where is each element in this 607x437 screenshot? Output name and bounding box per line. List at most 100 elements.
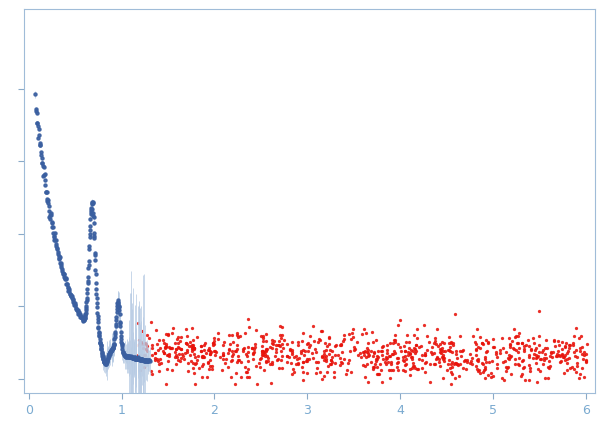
Point — [259, 334, 268, 341]
Point — [150, 350, 160, 357]
Point — [312, 364, 322, 371]
Point — [330, 351, 339, 358]
Point — [408, 348, 418, 355]
Point — [315, 368, 325, 375]
Point — [417, 364, 427, 371]
Point — [189, 345, 199, 352]
Point — [552, 350, 562, 357]
Point — [377, 379, 387, 386]
Point — [187, 346, 197, 353]
Point — [581, 357, 591, 364]
Point — [558, 369, 568, 376]
Point — [263, 354, 273, 361]
Point — [327, 354, 337, 361]
Point — [358, 331, 367, 338]
Point — [247, 344, 257, 351]
Point — [555, 358, 565, 365]
Point — [548, 354, 557, 361]
Point — [546, 349, 556, 356]
Point — [475, 334, 485, 341]
Point — [365, 347, 375, 354]
Point — [431, 341, 441, 348]
Point — [302, 369, 312, 376]
Point — [413, 366, 422, 373]
Point — [156, 360, 166, 367]
Point — [300, 347, 310, 354]
Point — [540, 351, 550, 358]
Point — [161, 344, 171, 351]
Point — [298, 377, 308, 384]
Point — [419, 322, 429, 329]
Point — [141, 339, 151, 346]
Point — [196, 342, 206, 349]
Point — [277, 323, 287, 330]
Point — [258, 349, 268, 356]
Point — [452, 347, 461, 354]
Point — [388, 351, 398, 358]
Point — [531, 351, 541, 358]
Point — [409, 344, 419, 351]
Point — [234, 333, 243, 340]
Point — [553, 347, 563, 354]
Point — [360, 363, 370, 370]
Point — [260, 353, 270, 360]
Point — [531, 360, 541, 367]
Point — [164, 351, 174, 358]
Point — [228, 351, 237, 358]
Point — [558, 354, 568, 361]
Point — [308, 355, 318, 362]
Point — [422, 332, 432, 339]
Point — [327, 357, 336, 364]
Point — [319, 353, 329, 360]
Point — [141, 352, 151, 359]
Point — [412, 335, 421, 342]
Point — [458, 347, 467, 354]
Point — [412, 348, 421, 355]
Point — [535, 356, 544, 363]
Point — [553, 338, 563, 345]
Point — [572, 362, 582, 369]
Point — [262, 337, 271, 344]
Point — [395, 344, 405, 351]
Point — [181, 340, 191, 347]
Point — [177, 333, 186, 340]
Point — [448, 340, 458, 347]
Point — [217, 366, 226, 373]
Point — [335, 361, 345, 368]
Point — [480, 364, 490, 371]
Point — [141, 331, 151, 338]
Point — [225, 331, 234, 338]
Point — [512, 340, 522, 347]
Point — [323, 362, 333, 369]
Point — [381, 361, 391, 368]
Point — [473, 358, 483, 365]
Point — [285, 347, 295, 354]
Point — [563, 350, 572, 357]
Point — [471, 346, 481, 353]
Point — [438, 354, 448, 361]
Point — [566, 365, 575, 372]
Point — [544, 353, 554, 360]
Point — [483, 372, 492, 379]
Point — [405, 344, 415, 351]
Point — [579, 352, 589, 359]
Point — [396, 347, 405, 354]
Point — [445, 347, 455, 354]
Point — [257, 350, 267, 357]
Point — [183, 341, 192, 348]
Point — [549, 348, 558, 355]
Point — [219, 342, 228, 349]
Point — [402, 355, 412, 362]
Point — [277, 340, 287, 347]
Point — [287, 338, 297, 345]
Point — [390, 336, 400, 343]
Point — [497, 375, 507, 382]
Point — [324, 334, 334, 341]
Point — [248, 344, 257, 351]
Point — [421, 358, 430, 365]
Point — [475, 370, 485, 377]
Point — [560, 356, 570, 363]
Point — [134, 343, 143, 350]
Point — [135, 367, 145, 374]
Point — [560, 343, 569, 350]
